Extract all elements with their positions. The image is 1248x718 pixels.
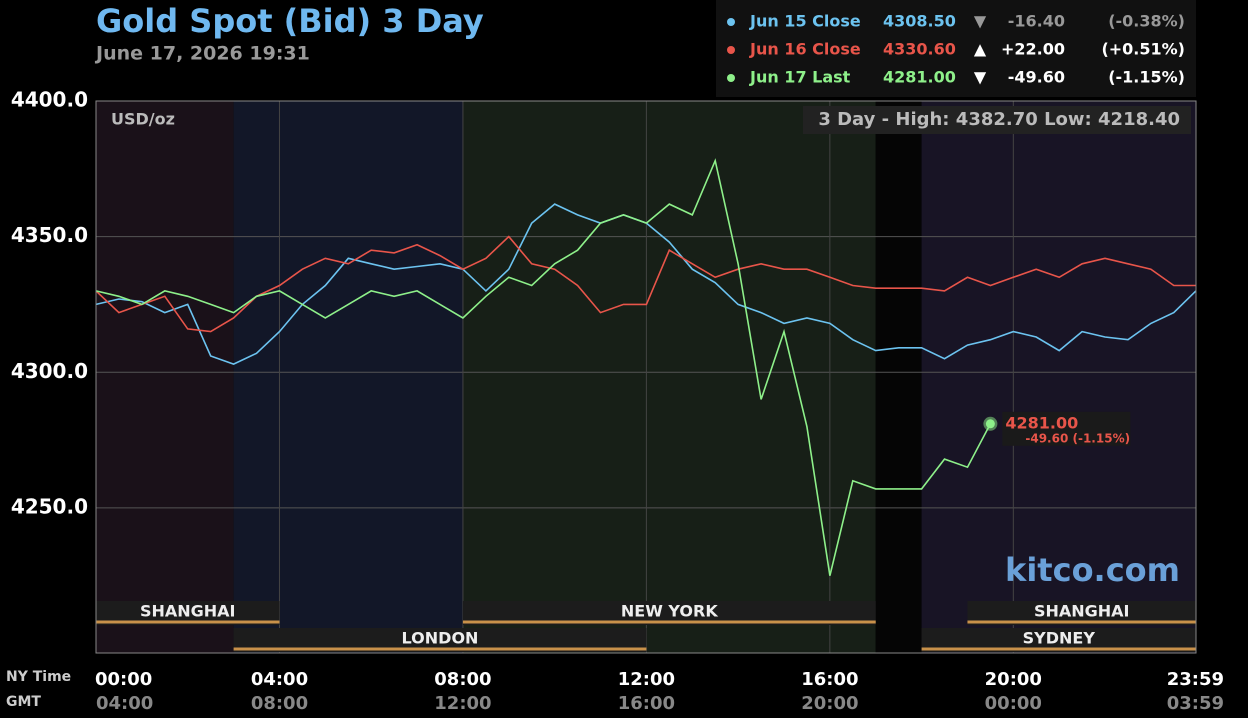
session-region xyxy=(921,101,1196,653)
stats-box xyxy=(803,106,1191,134)
stats-part: 3 Day - High: xyxy=(818,109,949,130)
unit-label: USD/oz xyxy=(111,110,175,129)
legend-value: 4308.50 xyxy=(883,12,956,31)
session-region xyxy=(96,101,234,653)
x-tick-label-gmt: 12:00 xyxy=(434,693,491,714)
legend-change: -49.60 xyxy=(1008,68,1065,87)
x-tick-label: 12:00 xyxy=(618,669,675,690)
session-region xyxy=(233,101,463,653)
legend-arrow: ▲ xyxy=(974,40,987,59)
session-label: LONDON xyxy=(402,629,479,648)
x-tick-label: 23:59 xyxy=(1167,669,1224,690)
x-tick-label-gmt: 08:00 xyxy=(251,693,308,714)
stats-part: Low: xyxy=(1044,109,1092,130)
last-change-label: -49.60 (-1.15%) xyxy=(1025,431,1130,445)
x-tick-label: 16:00 xyxy=(801,669,858,690)
legend-dot xyxy=(727,18,735,26)
x-tick-label: 00:00 xyxy=(95,669,152,690)
watermark: kitco.com xyxy=(1005,551,1180,589)
stats-part: 4382.70 xyxy=(956,109,1038,130)
last-label-box xyxy=(1002,411,1131,446)
legend-dot xyxy=(727,46,735,54)
chart-subtitle: June 17, 2026 19:31 xyxy=(94,43,310,65)
legend-box xyxy=(716,0,1196,97)
x-tick-label: 20:00 xyxy=(985,669,1042,690)
session-region xyxy=(875,101,922,653)
plot-border xyxy=(95,100,1197,654)
legend-name: Jun 15 Close xyxy=(749,12,861,31)
session-label: SHANGHAI xyxy=(1034,602,1130,621)
session-label: SYDNEY xyxy=(1023,629,1096,648)
legend-value: 4330.60 xyxy=(883,40,956,59)
chart-title: Gold Spot (Bid) 3 Day xyxy=(96,2,484,40)
legend-value: 4281.00 xyxy=(883,68,956,87)
x-tick-label-gmt: 03:59 xyxy=(1167,693,1224,714)
stats-text: 3 Day - High: 4382.70 Low: 4218.40 xyxy=(818,109,1180,130)
y-tick-label: 4400.0 xyxy=(11,88,88,112)
session-region xyxy=(462,101,876,653)
session-label: SHANGHAI xyxy=(140,602,236,621)
legend-arrow: ▼ xyxy=(974,68,987,87)
series-line xyxy=(95,158,992,576)
stats-part: 4218.40 xyxy=(1098,109,1180,130)
legend-change: +22.00 xyxy=(1001,40,1065,59)
x-tick-label-gmt: 16:00 xyxy=(618,693,675,714)
legend-change: -16.40 xyxy=(1008,12,1065,31)
legend-dot xyxy=(727,74,735,82)
session-label: NEW YORK xyxy=(621,602,718,621)
y-tick-label: 4250.0 xyxy=(11,494,88,518)
y-tick-label: 4300.0 xyxy=(11,359,88,383)
legend-arrow: ▼ xyxy=(974,12,987,31)
x-tick-label-gmt: 04:00 xyxy=(96,693,153,714)
legend-pct: (-0.38%) xyxy=(1108,12,1185,31)
legend-name: Jun 16 Close xyxy=(749,40,861,59)
legend-name: Jun 17 Last xyxy=(749,68,851,87)
last-point-core xyxy=(985,419,995,429)
series-line xyxy=(95,235,1196,333)
x-tick-label: 08:00 xyxy=(434,669,491,690)
legend-pct: (+0.51%) xyxy=(1101,40,1185,59)
x-axis-name: GMT xyxy=(6,694,41,710)
last-value-label: 4281.00 xyxy=(1005,413,1078,432)
x-axis-name: NY Time xyxy=(6,669,71,685)
x-tick-label: 04:00 xyxy=(251,669,308,690)
y-tick-label: 4350.0 xyxy=(11,223,88,247)
x-tick-label-gmt: 00:00 xyxy=(985,693,1042,714)
x-tick-label-gmt: 20:00 xyxy=(801,693,858,714)
legend-pct: (-1.15%) xyxy=(1108,68,1185,87)
